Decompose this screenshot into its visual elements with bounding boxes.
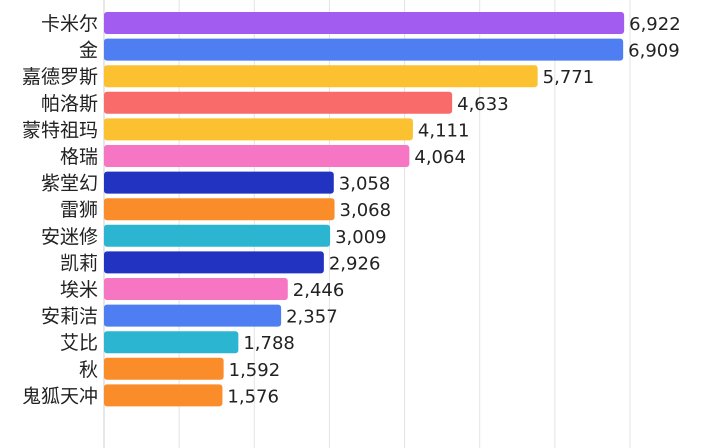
value-label-4: 4,111 — [418, 120, 470, 141]
value-label-0: 6,922 — [629, 14, 681, 35]
value-label-12: 1,788 — [243, 333, 295, 354]
value-label-11: 2,357 — [286, 307, 338, 328]
bar-10 — [104, 278, 288, 300]
bar-5 — [104, 145, 410, 167]
category-label-0: 卡米尔 — [41, 13, 98, 35]
category-label-11: 安莉洁 — [41, 306, 98, 328]
bars-layer — [104, 12, 625, 407]
value-label-1: 6,909 — [628, 41, 680, 62]
bar-9 — [104, 251, 324, 274]
category-label-13: 秋 — [79, 359, 98, 381]
value-label-10: 2,446 — [293, 280, 345, 301]
category-label-9: 凯莉 — [60, 252, 98, 274]
bar-8 — [104, 224, 331, 247]
category-label-2: 嘉德罗斯 — [22, 66, 98, 88]
category-label-14: 鬼狐天冲 — [22, 385, 98, 407]
category-label-1: 金 — [79, 40, 98, 62]
category-label-12: 艾比 — [60, 332, 98, 354]
value-label-8: 3,009 — [335, 227, 387, 248]
bar-4 — [104, 118, 413, 141]
category-label-8: 安迷修 — [41, 226, 98, 248]
category-label-5: 格瑞 — [60, 146, 98, 168]
value-label-14: 1,576 — [227, 386, 279, 407]
value-label-9: 2,926 — [329, 253, 381, 274]
category-label-7: 雷狮 — [60, 199, 98, 221]
bar-14 — [104, 384, 223, 407]
value-label-6: 3,058 — [339, 174, 391, 195]
value-label-13: 1,592 — [229, 360, 281, 381]
value-label-7: 3,068 — [340, 200, 392, 221]
value-label-3: 4,633 — [457, 94, 509, 115]
value-label-5: 4,064 — [414, 147, 466, 168]
value-label-2: 5,771 — [543, 67, 595, 88]
bar-0 — [104, 12, 625, 34]
bar-3 — [104, 91, 453, 114]
bar-1 — [104, 38, 624, 61]
bar-7 — [104, 198, 335, 221]
bar-6 — [104, 171, 334, 194]
value-labels: 6,922 6,909 5,771 4,633 4,111 4,064 3,058 3,068… — [227, 14, 680, 407]
bar-12 — [104, 331, 239, 354]
category-label-6: 紫堂幻 — [41, 173, 98, 195]
bar-11 — [104, 304, 282, 327]
category-label-4: 蒙特祖玛 — [22, 119, 98, 141]
category-label-10: 埃米 — [60, 279, 98, 301]
bar-13 — [104, 357, 224, 380]
category-label-3: 帕洛斯 — [41, 93, 98, 115]
bar-2 — [104, 65, 538, 88]
